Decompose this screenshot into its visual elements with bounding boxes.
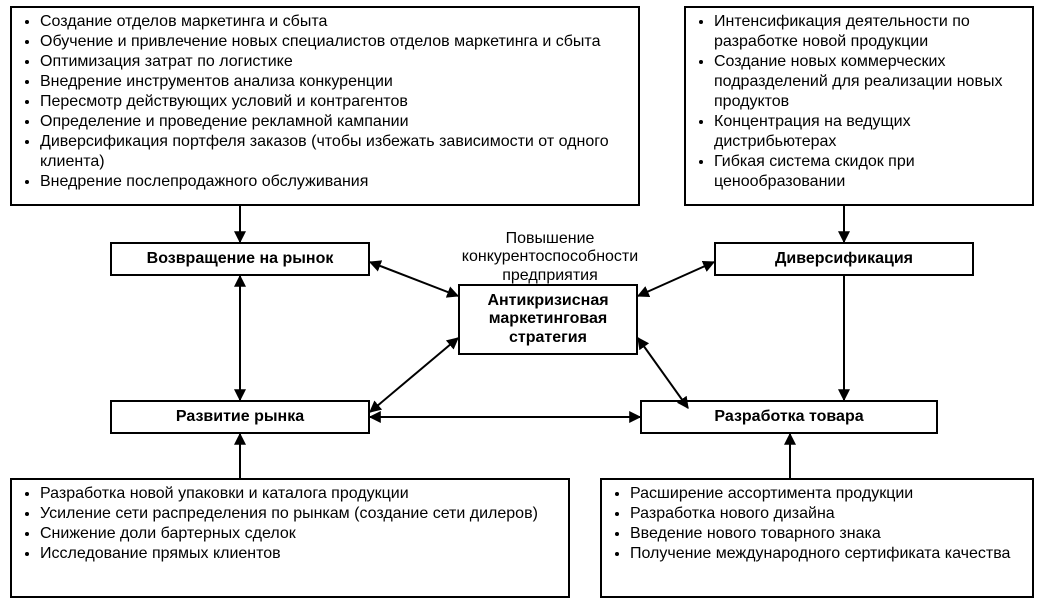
strategy-product-development: Разработка товара xyxy=(640,400,938,434)
detail-list-diversification: Интенсификация деятельности по разработк… xyxy=(696,12,1022,192)
list-item: Пересмотр действующих условий и контраге… xyxy=(40,92,628,112)
detail-list-return-to-market: Создание отделов маркетинга и сбыта Обуч… xyxy=(22,12,628,192)
list-item: Внедрение послепродажного обслуживания xyxy=(40,172,628,192)
list-item: Исследование прямых клиентов xyxy=(40,544,558,564)
list-item: Снижение доли бартерных сделок xyxy=(40,524,558,544)
list-item: Гибкая система скидок при ценообразовани… xyxy=(714,152,1022,192)
strategy-diversification: Диверсификация xyxy=(714,242,974,276)
diagram-caption: Повышение конкурентоспособности предприя… xyxy=(430,230,670,285)
detail-list-product-development: Расширение ассортимента продукции Разраб… xyxy=(612,484,1022,564)
list-item: Определение и проведение рекламной кампа… xyxy=(40,112,628,132)
strategy-label: Развитие рынка xyxy=(176,408,304,425)
detail-list-market-development: Разработка новой упаковки и каталога про… xyxy=(22,484,558,564)
list-item: Введение нового товарного знака xyxy=(630,524,1022,544)
center-line2: маркетинговая xyxy=(489,310,607,327)
strategy-label: Возвращение на рынок xyxy=(147,250,334,267)
list-item: Концентрация на ведущих дистрибьютерах xyxy=(714,112,1022,152)
strategy-label: Разработка товара xyxy=(714,408,863,425)
list-item: Разработка новой упаковки и каталога про… xyxy=(40,484,558,504)
list-item: Создание отделов маркетинга и сбыта xyxy=(40,12,628,32)
list-item: Расширение ассортимента продукции xyxy=(630,484,1022,504)
detail-box-diversification: Интенсификация деятельности по разработк… xyxy=(684,6,1034,206)
list-item: Получение международного сертификата кач… xyxy=(630,544,1022,564)
list-item: Разработка нового дизайна xyxy=(630,504,1022,524)
center-line1: Антикризисная xyxy=(487,292,608,309)
strategy-return-to-market: Возвращение на рынок xyxy=(110,242,370,276)
detail-box-product-development: Расширение ассортимента продукции Разраб… xyxy=(600,478,1034,598)
strategy-market-development: Развитие рынка xyxy=(110,400,370,434)
detail-box-market-development: Разработка новой упаковки и каталога про… xyxy=(10,478,570,598)
list-item: Внедрение инструментов анализа конкуренц… xyxy=(40,72,628,92)
center-strategy-box: Антикризисная маркетинговая стратегия xyxy=(458,284,638,355)
center-line3: стратегия xyxy=(509,329,587,346)
list-item: Усиление сети распределения по рынкам (с… xyxy=(40,504,558,524)
strategy-label: Диверсификация xyxy=(775,250,913,267)
list-item: Диверсификация портфеля заказов (чтобы и… xyxy=(40,132,628,172)
list-item: Оптимизация затрат по логистике xyxy=(40,52,628,72)
list-item: Создание новых коммерческих подразделени… xyxy=(714,52,1022,112)
list-item: Интенсификация деятельности по разработк… xyxy=(714,12,1022,52)
detail-box-return-to-market: Создание отделов маркетинга и сбыта Обуч… xyxy=(10,6,640,206)
list-item: Обучение и привлечение новых специалисто… xyxy=(40,32,628,52)
